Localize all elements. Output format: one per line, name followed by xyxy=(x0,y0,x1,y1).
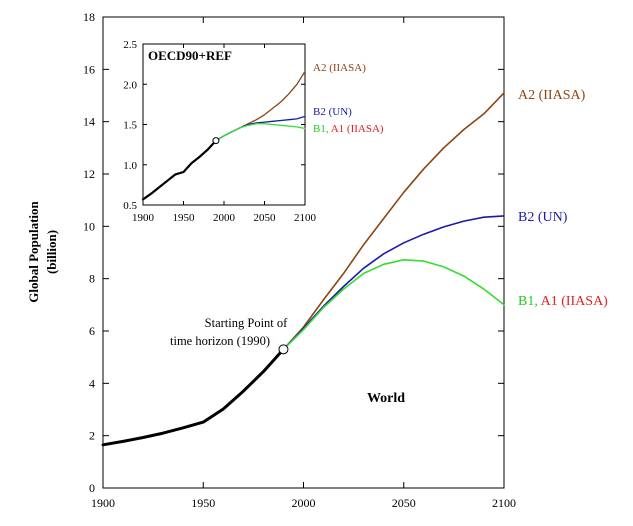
y-tick-label: 0 xyxy=(89,481,95,495)
inset-series-line-b1a1 xyxy=(215,123,306,142)
y-tick-label: 12 xyxy=(83,167,95,181)
inset-legend-a1-part: A1 (IIASA) xyxy=(331,123,384,135)
inset-legend-b2: B2 (UN) xyxy=(313,106,352,118)
y-tick-label: 2 xyxy=(89,429,95,443)
main-plot: 0 2 4 6 8 10 12 14 16 18 1900 1950 2000 2050 2100 Globa… xyxy=(26,10,608,510)
inset-y-tick-label: 0.5 xyxy=(123,200,137,212)
legend-a1-part: A1 (IIASA) xyxy=(541,294,609,309)
series-line-b2 xyxy=(282,215,505,351)
inset-plot: 0.5 1.0 1.5 2.0 2.5 1900 1950 2000 2050 2100 OECD9… xyxy=(110,34,384,224)
x-tick-label: 2100 xyxy=(492,496,516,510)
inset-title: OECD90+REF xyxy=(148,48,232,63)
legend-b1a1: B1, A1 (IIASA) xyxy=(518,294,608,309)
start-point-marker xyxy=(278,344,289,355)
inset-y-tick-label: 2.0 xyxy=(123,79,137,91)
x-tick-label: 1900 xyxy=(91,496,115,510)
series-line-historical xyxy=(101,347,285,447)
y-axis-label-line2: (billion) xyxy=(44,230,59,274)
inset-legend-a2: A2 (IIASA) xyxy=(313,62,366,74)
x-tick-label: 2050 xyxy=(392,496,416,510)
inset-background xyxy=(110,34,312,224)
inset-y-tick-label: 1.5 xyxy=(123,120,137,132)
x-tick-label: 1950 xyxy=(191,496,215,510)
legend-b2: B2 (UN) xyxy=(518,210,568,225)
series-line-b1a1 xyxy=(282,258,505,351)
inset-y-tick-label: 2.5 xyxy=(123,39,137,51)
annotation-line1: Starting Point of xyxy=(205,316,288,330)
inset-series-line-historical xyxy=(141,139,217,201)
inset-y-tick-label: 1.0 xyxy=(123,160,137,172)
x-tick-label: 2000 xyxy=(292,496,316,510)
inset-x-tick-label: 1950 xyxy=(173,212,196,224)
y-axis-label-line1: Global Population xyxy=(26,200,41,302)
inset-x-tick-label: 1900 xyxy=(132,212,155,224)
legend-b1-part: B1, xyxy=(518,294,541,309)
legend-a2: A2 (IIASA) xyxy=(518,88,586,103)
chart-title: World xyxy=(367,391,405,406)
annotation-line2: time horizon (1990) xyxy=(170,334,270,348)
y-tick-label: 8 xyxy=(89,272,95,286)
y-tick-label: 4 xyxy=(89,376,95,390)
inset-start-point-marker xyxy=(212,137,220,145)
series-line-a2 xyxy=(282,92,505,351)
inset-x-tick-label: 2100 xyxy=(294,212,317,224)
inset-legend-b1a1: B1, A1 (IIASA) xyxy=(313,123,384,135)
y-tick-label: 6 xyxy=(89,324,95,338)
y-tick-label: 16 xyxy=(83,62,95,76)
inset-legend-b1-part: B1, xyxy=(313,123,331,135)
inset-x-tick-label: 2000 xyxy=(213,212,236,224)
y-tick-label: 14 xyxy=(83,115,95,129)
y-axis-label: Global Population (billion) xyxy=(26,200,59,302)
y-tick-label: 10 xyxy=(83,219,95,233)
inset-x-tick-label: 2050 xyxy=(254,212,277,224)
y-tick-label: 18 xyxy=(83,10,95,24)
